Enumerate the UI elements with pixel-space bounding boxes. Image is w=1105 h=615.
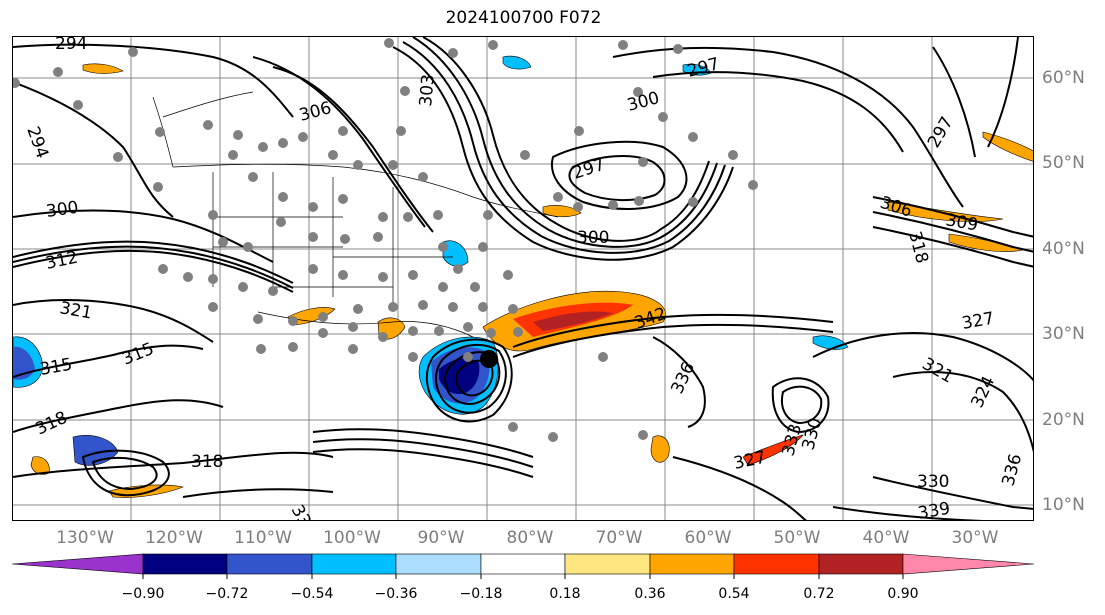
contour-label: 321 <box>58 298 93 323</box>
lat-label: 30°N <box>1042 324 1085 344</box>
colorbar-tick-label: −0.72 <box>205 586 249 602</box>
colorbar-tick-label: −0.36 <box>374 586 418 602</box>
lon-label: 120°W <box>145 528 203 548</box>
colorbar-segment <box>226 553 313 575</box>
map-canvas: 294 294 297 297 297 300 300 300 303 306 … <box>13 37 1033 522</box>
contour-label: 330 <box>917 472 949 492</box>
graticule <box>13 37 1033 520</box>
contour-label: 300 <box>45 198 80 222</box>
lon-label: 110°W <box>234 528 292 548</box>
colorbar-segment <box>11 553 144 575</box>
colorbar-tick-label: 0.54 <box>718 586 750 602</box>
storm-center-marker <box>480 350 498 368</box>
lon-label: 70°W <box>595 528 643 548</box>
lon-label: 100°W <box>323 528 381 548</box>
contour-label: 318 <box>904 229 932 266</box>
colorbar-tick-label: −0.90 <box>121 586 165 602</box>
colorbar-segment <box>395 553 482 575</box>
contour-label: 318 <box>33 408 71 440</box>
colorbar-tick-label: 0.72 <box>803 586 835 602</box>
contour-label: 339 <box>916 499 951 521</box>
contour-label: 306 <box>297 98 334 126</box>
lat-label: 50°N <box>1042 153 1085 173</box>
colorbar-segment <box>311 553 397 575</box>
contour-label: 321 <box>919 354 957 388</box>
colorbar-segment <box>902 553 1035 575</box>
contour-label: 333 <box>779 422 807 459</box>
contour-label: 312 <box>44 248 80 274</box>
lat-label: 10°N <box>1042 495 1085 515</box>
lon-label: 60°W <box>684 528 732 548</box>
lat-label: 40°N <box>1042 239 1085 259</box>
colorbar-tick-label: 0.90 <box>887 586 919 602</box>
contour-label: 327 <box>732 448 768 474</box>
colorbar-segment <box>564 553 651 575</box>
colorbar-tick-label: 0.36 <box>634 586 666 602</box>
colorbar-tick-label: −0.18 <box>459 586 503 602</box>
colorbar-ticks <box>142 574 904 579</box>
contour-label: 324 <box>967 373 999 411</box>
lon-label: 130°W <box>56 528 114 548</box>
contour-label: 315 <box>119 339 157 370</box>
contour-label: 309 <box>944 210 979 235</box>
contour-label: 318 <box>191 452 223 472</box>
contour-label: 303 <box>416 73 439 107</box>
lon-label: 80°W <box>506 528 554 548</box>
contour-label: 315 <box>38 355 73 380</box>
lat-label: 60°N <box>1042 68 1085 88</box>
contour-label: 297 <box>924 113 958 151</box>
colorbar-segment <box>142 553 228 575</box>
colorbar-segment <box>818 553 904 575</box>
contour-label: 300 <box>625 88 662 116</box>
colorbar-tick-label: 0.18 <box>549 586 581 602</box>
lon-label: 40°W <box>862 528 910 548</box>
map-panel: 294 294 297 297 297 300 300 300 303 306 … <box>12 36 1034 521</box>
contour-label: 336 <box>667 359 699 397</box>
contour-label: 327 <box>960 309 995 334</box>
contour-lines <box>13 37 1033 520</box>
contour-label: 294 <box>55 37 87 54</box>
colorbar-segment <box>480 553 566 575</box>
colorbar-tick-label: −0.54 <box>290 586 334 602</box>
station-dots <box>13 38 758 442</box>
colorbar <box>11 553 1035 579</box>
contour-label: 306 <box>877 193 914 222</box>
lon-label: 30°W <box>951 528 999 548</box>
contour-label: 294 <box>22 124 52 161</box>
contour-labels: 294 294 297 297 297 300 300 300 303 306 … <box>22 37 1027 522</box>
page-title: 2024100700 F072 <box>445 8 602 28</box>
contour-label: 300 <box>577 228 609 248</box>
colorbar-segments <box>11 553 1035 575</box>
contour-label: 339 <box>287 502 321 522</box>
contour-label: 336 <box>999 452 1027 489</box>
lat-label: 20°N <box>1042 410 1085 430</box>
colorbar-segment <box>649 553 735 575</box>
lon-label: 50°W <box>773 528 821 548</box>
lon-label: 90°W <box>417 528 465 548</box>
colorbar-segment <box>733 553 820 575</box>
